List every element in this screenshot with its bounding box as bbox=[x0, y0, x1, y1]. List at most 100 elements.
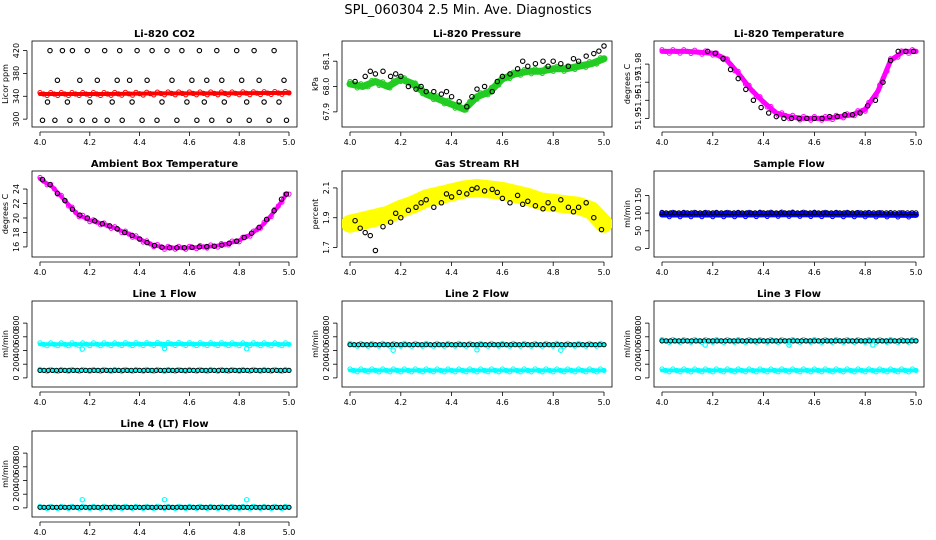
data-point bbox=[507, 71, 513, 77]
data-point bbox=[161, 496, 168, 503]
data-point bbox=[788, 115, 795, 122]
data-point bbox=[365, 84, 371, 90]
y-tick-label: 300 bbox=[12, 112, 21, 127]
plot-frame bbox=[31, 300, 298, 388]
data-point bbox=[849, 112, 856, 118]
y-tick-label: 1.9 bbox=[322, 211, 331, 224]
data-point bbox=[561, 68, 567, 74]
y-axis: 0 50 100 150 bbox=[634, 188, 650, 251]
data-point bbox=[44, 343, 50, 349]
data-point bbox=[372, 78, 378, 85]
series-magenta bbox=[37, 174, 292, 252]
data-point bbox=[94, 77, 101, 84]
y-tick-label: 800 bbox=[12, 445, 21, 460]
data-point bbox=[499, 73, 506, 80]
data-point bbox=[761, 99, 767, 105]
y-axis-label: ml/min bbox=[623, 200, 632, 228]
y-tick-label: 400 bbox=[322, 343, 331, 358]
plot-area bbox=[347, 340, 607, 375]
data-point bbox=[459, 187, 466, 193]
data-point bbox=[550, 369, 556, 375]
data-point bbox=[84, 47, 91, 54]
data-point bbox=[869, 96, 876, 102]
data-point bbox=[119, 342, 125, 349]
data-point bbox=[151, 342, 157, 348]
data-point bbox=[159, 99, 165, 105]
data-point bbox=[913, 338, 919, 344]
x-tick-label: 5.0 bbox=[910, 268, 923, 277]
data-point bbox=[786, 342, 792, 348]
y-tick-label: 200 bbox=[634, 357, 643, 372]
data-point bbox=[688, 369, 694, 375]
data-point bbox=[383, 212, 389, 218]
data-point bbox=[739, 75, 745, 81]
x-tick-label: 4.8 bbox=[233, 528, 246, 537]
data-point bbox=[558, 197, 564, 203]
data-point bbox=[69, 206, 76, 213]
x-axis: 4.0 4.2 4.4 4.6 4.8 5.0 bbox=[344, 391, 611, 407]
plot-area bbox=[342, 178, 612, 254]
data-point bbox=[423, 189, 429, 195]
data-point bbox=[910, 48, 917, 55]
x-tick-label: 4.0 bbox=[656, 398, 669, 407]
data-point bbox=[540, 206, 546, 212]
panel-temp: Li-820 Temperature 4.0 4.2 4.4 4.6 4.8 5.0 51.9… bbox=[623, 29, 925, 147]
x-tick-label: 4.6 bbox=[808, 268, 821, 277]
x-tick-label: 5.0 bbox=[283, 138, 296, 147]
data-point bbox=[418, 200, 424, 206]
x-tick-label: 4.4 bbox=[133, 138, 146, 147]
x-axis: 4.0 4.2 4.4 4.6 4.8 5.0 bbox=[656, 131, 922, 147]
data-point bbox=[677, 369, 683, 375]
y-tick-label: 0 bbox=[634, 375, 643, 380]
data-point bbox=[116, 47, 123, 54]
y-tick-label: 400 bbox=[634, 343, 643, 358]
data-point bbox=[790, 112, 796, 118]
data-point bbox=[786, 369, 792, 375]
data-point bbox=[354, 369, 360, 375]
data-point bbox=[819, 369, 825, 375]
data-point bbox=[565, 63, 572, 70]
plot-frame bbox=[31, 170, 298, 258]
data-point bbox=[598, 226, 605, 233]
data-point bbox=[55, 92, 61, 99]
data-point bbox=[219, 77, 225, 84]
data-point bbox=[376, 82, 382, 89]
y-axis-label: degrees C bbox=[623, 63, 632, 104]
data-point bbox=[499, 195, 506, 202]
data-point bbox=[352, 78, 358, 85]
x-axis: 4.0 4.2 4.4 4.6 4.8 5.0 bbox=[34, 391, 295, 407]
data-point bbox=[104, 117, 110, 124]
x-tick-label: 4.2 bbox=[394, 398, 407, 407]
data-point bbox=[494, 78, 501, 85]
x-tick-label: 4.8 bbox=[859, 138, 872, 147]
data-point bbox=[488, 180, 495, 186]
data-point bbox=[811, 115, 818, 122]
data-point bbox=[808, 369, 814, 375]
data-point bbox=[764, 213, 770, 219]
x-tick-label: 4.2 bbox=[706, 268, 719, 277]
data-point bbox=[757, 94, 763, 100]
data-point bbox=[545, 200, 551, 206]
data-point bbox=[525, 63, 531, 70]
x-tick-label: 4.6 bbox=[496, 268, 509, 277]
data-point bbox=[398, 369, 404, 375]
data-point bbox=[52, 117, 58, 124]
x-tick-label: 4.4 bbox=[757, 268, 770, 277]
series-magenta bbox=[659, 47, 919, 123]
data-point bbox=[193, 342, 200, 349]
x-tick-label: 5.0 bbox=[598, 398, 611, 407]
x-axis: 4.0 4.2 4.4 4.6 4.8 5.0 bbox=[656, 261, 923, 277]
data-point bbox=[64, 99, 71, 105]
data-point bbox=[572, 369, 578, 375]
data-point bbox=[409, 83, 415, 89]
data-point bbox=[279, 199, 285, 205]
y-axis: 67.9 68.0 68.1 bbox=[322, 52, 338, 121]
data-point bbox=[771, 108, 778, 115]
series-yellow bbox=[342, 178, 612, 233]
data-point bbox=[448, 93, 455, 100]
data-point bbox=[412, 80, 418, 86]
y-axis-label: Licor ppm bbox=[1, 64, 10, 104]
